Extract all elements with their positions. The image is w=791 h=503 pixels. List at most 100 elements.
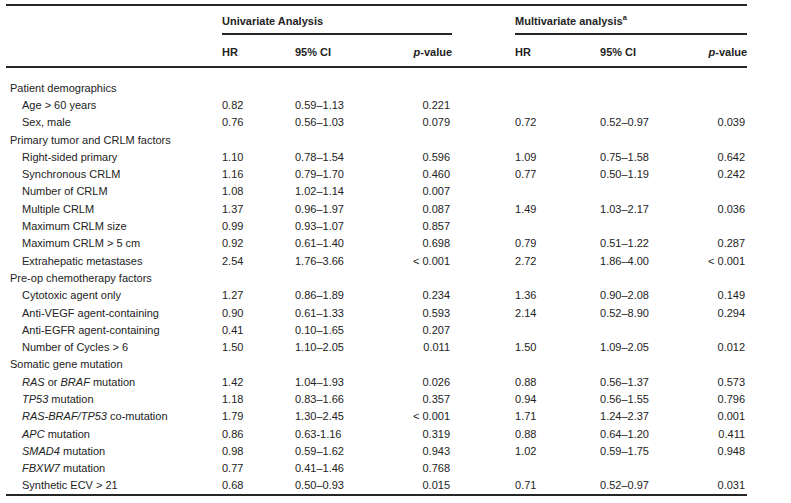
cell-multi-ci: 0.75–1.58: [600, 148, 680, 165]
cell-multi-ci: 0.56–1.55: [600, 390, 680, 407]
cell-multi-ci: [600, 321, 680, 338]
col-uni-hr: HR: [222, 34, 295, 67]
cell-multi-pvalue: [680, 269, 747, 286]
multivariate-footnote-marker: a: [623, 13, 627, 22]
cell-uni-ci: 0.79–1.70: [295, 165, 375, 182]
row-label: Right-sided primary: [6, 148, 222, 165]
section-row: Patient demographics: [6, 67, 747, 96]
group-header-row: Univariate Analysis Multivariate analysi…: [6, 5, 747, 34]
cell-multi-ci: 0.52–0.97: [600, 114, 680, 131]
cell-uni-pvalue: 0.221: [375, 96, 452, 113]
cell-multi-hr: [515, 356, 600, 373]
cell-uni-ci: [295, 67, 375, 96]
multivariate-group-header: Multivariate analysisa: [515, 5, 747, 34]
cell-multi-ci: 1.03–2.17: [600, 200, 680, 217]
cell-uni-pvalue: < 0.001: [375, 408, 452, 425]
cell-uni-pvalue: [375, 356, 452, 373]
cell-uni-pvalue: 0.596: [375, 148, 452, 165]
cell-multi-pvalue: [680, 217, 747, 234]
cell-multi-pvalue: < 0.001: [680, 252, 747, 269]
row-label: Multiple CRLM: [6, 200, 222, 217]
row-label: Anti-VEGF agent-containing: [6, 304, 222, 321]
cell-uni-hr: 0.99: [222, 217, 295, 234]
cell-uni-hr: 0.76: [222, 114, 295, 131]
cell-uni-hr: [222, 356, 295, 373]
cell-uni-hr: 0.41: [222, 321, 295, 338]
data-row: Number of Cycles > 61.501.10–2.050.0111.…: [6, 338, 747, 355]
cell-multi-hr: 1.50: [515, 338, 600, 355]
row-label: Age > 60 years: [6, 96, 222, 113]
row-label: Cytotoxic agent only: [6, 287, 222, 304]
cell-uni-ci: 0.59–1.62: [295, 442, 375, 459]
column-gap: [452, 460, 515, 477]
column-gap: [452, 373, 515, 390]
data-row: Maximum CRLM > 5 cm0.920.61–1.400.6980.7…: [6, 235, 747, 252]
cell-uni-ci: 1.10–2.05: [295, 338, 375, 355]
univariate-group-header: Univariate Analysis: [222, 5, 452, 34]
cell-multi-ci: 0.64–1.20: [600, 425, 680, 442]
data-row: Maximum CRLM size0.990.93–1.070.857: [6, 217, 747, 234]
row-label: Synchronous CRLM: [6, 165, 222, 182]
column-gap: [452, 183, 515, 200]
cell-uni-hr: 0.98: [222, 442, 295, 459]
cell-multi-ci: [600, 67, 680, 96]
data-row: TP53 mutation1.180.83–1.660.3570.940.56–…: [6, 390, 747, 407]
column-header-row: HR 95% CI p-value HR 95% CI p-value: [6, 34, 747, 67]
cell-multi-hr: 1.09: [515, 148, 600, 165]
cell-uni-pvalue: < 0.001: [375, 252, 452, 269]
column-gap: [452, 356, 515, 373]
cell-multi-hr: [515, 269, 600, 286]
cell-uni-hr: 1.42: [222, 373, 295, 390]
row-label: RAS or BRAF mutation: [6, 373, 222, 390]
cell-uni-pvalue: 0.768: [375, 460, 452, 477]
cell-multi-hr: [515, 183, 600, 200]
cell-multi-hr: 1.36: [515, 287, 600, 304]
cell-uni-hr: 0.68: [222, 477, 295, 495]
data-row: Synthetic ECV > 210.680.50–0.930.0150.71…: [6, 477, 747, 495]
col-uni-ci: 95% CI: [295, 34, 375, 67]
cell-multi-pvalue: 0.149: [680, 287, 747, 304]
cell-uni-hr: [222, 131, 295, 148]
cell-multi-hr: 1.02: [515, 442, 600, 459]
label-column-header: [6, 34, 222, 67]
section-row: Primary tumor and CRLM factors: [6, 131, 747, 148]
data-row: Number of CRLM1.081.02–1.140.007: [6, 183, 747, 200]
data-row: APC mutation0.860.63-1.160.3190.880.64–1…: [6, 425, 747, 442]
cell-uni-ci: 0.86–1.89: [295, 287, 375, 304]
cell-uni-ci: 1.30–2.45: [295, 408, 375, 425]
cell-multi-pvalue: 0.642: [680, 148, 747, 165]
cell-multi-hr: 0.94: [515, 390, 600, 407]
cell-multi-ci: 0.56–1.37: [600, 373, 680, 390]
cell-uni-pvalue: 0.026: [375, 373, 452, 390]
cell-multi-pvalue: [680, 321, 747, 338]
cell-uni-hr: [222, 269, 295, 286]
data-row: Anti-VEGF agent-containing0.900.61–1.330…: [6, 304, 747, 321]
cell-multi-ci: 0.52–8.90: [600, 304, 680, 321]
cell-multi-hr: 2.72: [515, 252, 600, 269]
data-row: FBXW7 mutation0.770.41–1.460.768: [6, 460, 747, 477]
cell-uni-ci: [295, 131, 375, 148]
row-label: Sex, male: [6, 114, 222, 131]
col-multi-ci: 95% CI: [600, 34, 680, 67]
cell-multi-pvalue: 0.948: [680, 442, 747, 459]
cell-multi-ci: 0.59–1.75: [600, 442, 680, 459]
univariate-group-label: Univariate Analysis: [222, 15, 323, 27]
col-uni-pvalue: p-value: [375, 34, 452, 67]
section-row: Pre-op chemotherapy factors: [6, 269, 747, 286]
column-gap: [452, 442, 515, 459]
column-gap: [452, 321, 515, 338]
cell-uni-hr: 1.16: [222, 165, 295, 182]
cell-uni-pvalue: [375, 269, 452, 286]
row-label: Maximum CRLM size: [6, 217, 222, 234]
row-label: Number of Cycles > 6: [6, 338, 222, 355]
cell-uni-hr: 0.92: [222, 235, 295, 252]
row-label: Number of CRLM: [6, 183, 222, 200]
cell-multi-pvalue: [680, 460, 747, 477]
cell-uni-ci: [295, 356, 375, 373]
cell-multi-hr: 1.71: [515, 408, 600, 425]
cell-uni-pvalue: 0.357: [375, 390, 452, 407]
cell-uni-pvalue: 0.207: [375, 321, 452, 338]
column-gap: [452, 67, 515, 96]
cell-multi-pvalue: 0.411: [680, 425, 747, 442]
data-row: Synchronous CRLM1.160.79–1.700.4600.770.…: [6, 165, 747, 182]
